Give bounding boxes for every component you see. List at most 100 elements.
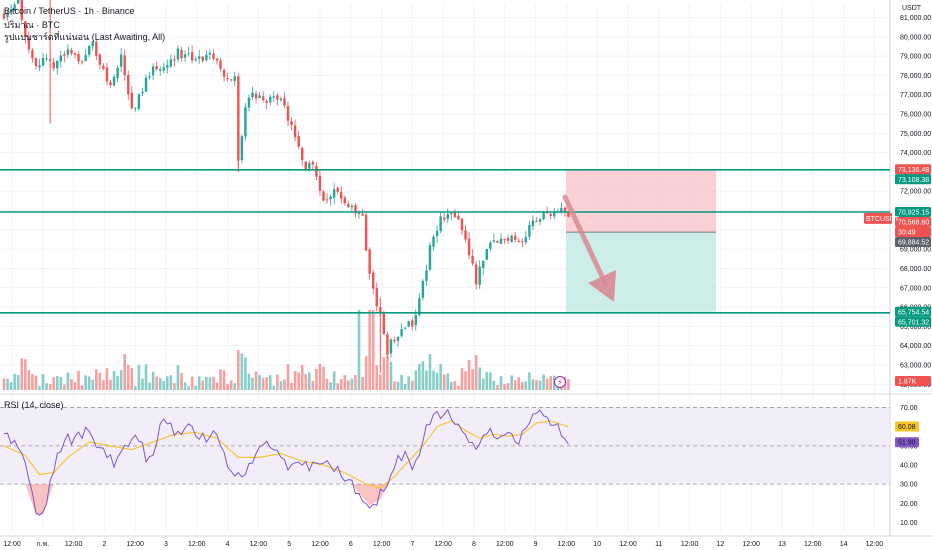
candle-body [244,107,247,137]
projection-arrow[interactable] [562,194,616,302]
volume-bar [435,372,439,390]
candle-body [201,56,204,61]
pattern-legend[interactable]: รูปแบบชาร์ตที่แน่นอน (Last Awaiting, All… [4,32,166,42]
candle-body [318,175,322,191]
price-badge-label: 1.87K [898,379,917,386]
volume-bar [276,374,279,390]
candle-body [524,237,528,243]
price-tick-label: 79,000.00 [900,54,931,61]
time-tick-label: 10 [593,541,601,548]
volume-bar [439,364,442,390]
rsi-axis[interactable]: 70.0060.0050.0040.0030.0020.0010.0060.08… [895,405,919,527]
price-badge [895,164,931,175]
volume-bar [70,378,73,390]
volume-bar [379,374,382,390]
volume-bar [350,378,354,390]
price-axis[interactable]: 81,000.00 80,000.00 79,000.00 78,000.00 77,0… [864,5,931,389]
candle-body [24,21,27,37]
volume-bar [208,377,212,390]
price-badge [895,236,931,247]
volume-bar [176,365,180,390]
candle-body [127,74,130,95]
volume-bar [481,378,485,390]
rsi-pane [0,407,890,516]
candle-body [340,191,343,199]
volume-bar [293,371,297,390]
candle-body [336,187,339,192]
volume-bar [382,357,386,390]
volume-bar [95,369,98,390]
candle-body [105,67,109,82]
candle-body [432,236,435,247]
volume-bar [478,367,481,390]
volume-bar [325,378,329,390]
time-tick-label: 12:00 [558,541,576,548]
candle-body [325,199,329,201]
candle-body [517,240,520,242]
candle-body [130,92,133,109]
candle-body [542,212,545,220]
candle-body [482,260,485,269]
volume-bar [190,376,194,390]
horizontal-levels[interactable] [0,169,890,314]
volume-bar [77,370,80,390]
volume-bar [521,382,524,390]
volume-bar [6,378,9,390]
price-tick-label: 78,000.00 [900,73,931,80]
candle-body [279,98,283,101]
price-badge [895,174,931,185]
symbol-legend[interactable]: Bitcoin / TetherUS · 1h · Binance [4,6,135,16]
volume-bar [453,380,457,390]
rsi-legend[interactable]: RSI (14, close) [4,400,64,410]
volume-bar [396,381,400,390]
volume-bar [450,382,453,390]
lightning-icon: ⚡ [557,378,563,387]
candle-body [194,59,197,61]
candle-body [123,55,126,76]
event-marker-icon [554,376,566,388]
volume-bar [503,384,506,390]
candle-body [418,298,421,316]
volume-bar [567,379,570,390]
volume-bar [45,383,48,390]
candle-body [2,13,6,19]
candle-body [119,54,123,67]
volume-bar [432,370,435,390]
price-badge [895,306,931,317]
time-tick-label: 12:00 [619,541,637,548]
candle-body [98,54,102,65]
candle-body [56,60,59,69]
volume-bar [286,364,290,390]
volume-bar [34,375,38,390]
time-tick-label: 12:00 [188,541,206,548]
volume-legend[interactable]: ปริมาณ · BTC [4,20,60,30]
volume-bar [318,363,322,390]
candle-body [315,165,318,177]
volume-bar [151,371,155,390]
volume-bar [464,371,467,390]
volume-bar [222,370,226,390]
volume-bar [41,374,45,390]
candle-body [80,61,84,63]
volume-bar [418,364,421,390]
price-badge-label: 73,136.48 [898,167,929,174]
volume-bar [63,384,66,390]
time-tick-label: 12:00 [496,541,514,548]
time-axis[interactable]: 12:00 ก.พ. 12:00 2 12:00 3 12:00 4 12:00 5 12:00 6 1… [3,541,883,548]
volume-bar [425,370,428,390]
price-tick-label: 64,000.00 [900,343,931,350]
candle-body [222,69,226,77]
price-tick-label: 69,000.00 [900,247,931,254]
volume-bar [308,372,311,390]
candle-body [176,48,180,60]
candle-body [446,214,449,220]
candle-body [567,212,570,217]
candle-body [151,66,155,76]
volume-bar [329,382,332,390]
volume-bar [158,378,162,390]
volume-bar [162,380,166,390]
price-badge [895,316,931,327]
volume-bar [247,373,251,390]
volume-bar [339,379,343,390]
